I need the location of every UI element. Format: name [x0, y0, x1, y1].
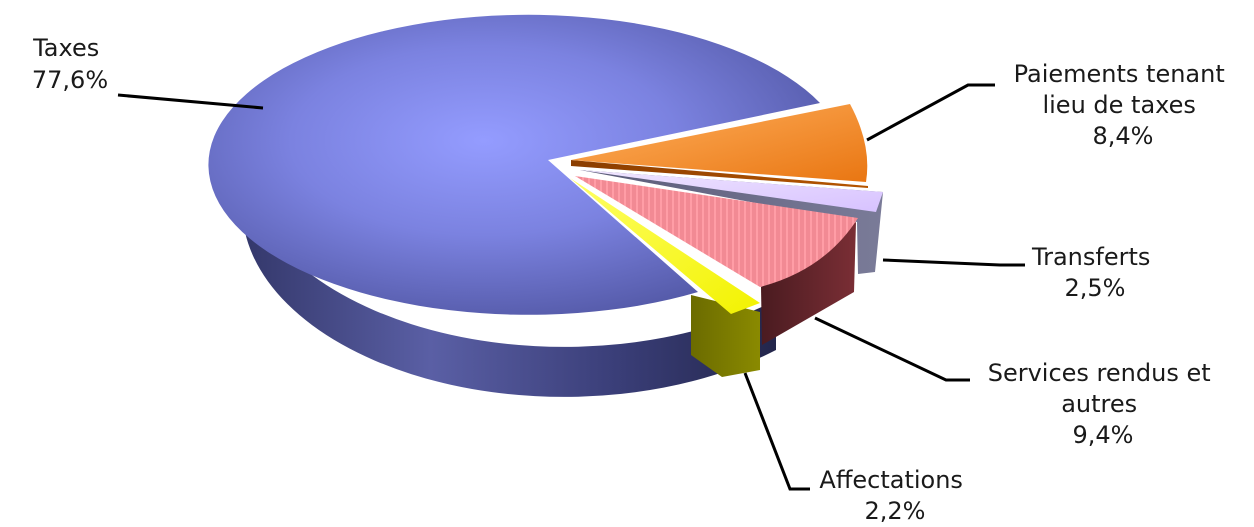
pie-slice-paiements-side [571, 160, 868, 188]
pie-slice-affectations [570, 178, 760, 314]
pie-label-transferts: Transferts 2,5% [1031, 243, 1158, 302]
pie-slice-affectations-side [691, 295, 760, 377]
pie-slice-taxes-side [245, 182, 776, 397]
pie-label-taxes: Taxes 77,6% [32, 34, 108, 94]
pie-slice-services [575, 176, 858, 287]
pie-labels: Taxes 77,6% Paiements tenant lieu de tax… [32, 34, 1233, 525]
leader-line-affectations [743, 372, 810, 491]
pie-slice-services-side [761, 222, 856, 345]
leader-line-taxes [117, 93, 264, 110]
leader-lines [117, 83, 1025, 491]
pie-slice-transferts [580, 170, 883, 212]
pie-label-affectations: Affectations 2,2% [819, 466, 970, 525]
leader-line-paiements [866, 83, 995, 142]
leader-line-transferts [882, 258, 1025, 267]
leader-line-services [814, 316, 970, 382]
pie-geometry [208, 14, 883, 397]
pie-label-paiements: Paiements tenant lieu de taxes 8,4% [1014, 60, 1233, 150]
pie-slice-paiements [571, 104, 868, 182]
pie-label-services: Services rendus et autres 9,4% [988, 359, 1219, 449]
pie-slice-taxes [208, 14, 820, 315]
